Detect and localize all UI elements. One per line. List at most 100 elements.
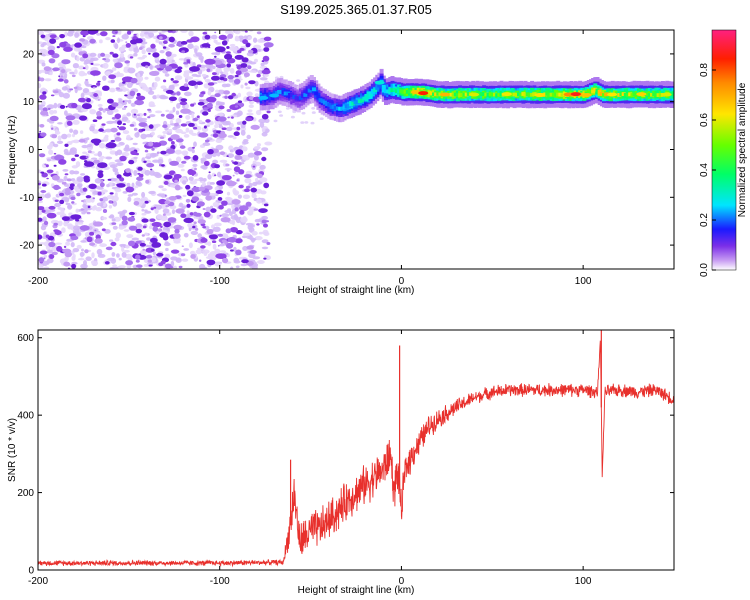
noise-cell (140, 117, 148, 121)
noise-cell (56, 211, 62, 215)
ridge-cell (366, 93, 371, 98)
noise-cell (236, 121, 242, 126)
noise-cell (187, 222, 194, 228)
noise-blob (219, 214, 222, 217)
noise-blob (207, 109, 211, 112)
noise-cell (173, 265, 177, 269)
noise-cell (257, 38, 265, 43)
noise-blob (145, 247, 154, 253)
noise-blob (162, 234, 169, 241)
noise-cell (41, 101, 46, 105)
noise-blob (86, 236, 93, 243)
noise-blob (159, 136, 165, 139)
noise-cell (219, 250, 226, 253)
noise-blob (100, 179, 104, 183)
noise-blob (108, 74, 117, 79)
ridge-cell (650, 92, 654, 97)
noise-blob (48, 205, 56, 210)
noise-cell (99, 243, 107, 248)
noise-blob (96, 115, 103, 120)
noise-cell (69, 71, 76, 75)
noise-cell (159, 50, 165, 54)
noise-cell (115, 232, 122, 239)
noise-cell (102, 75, 107, 81)
noise-cell (149, 114, 156, 118)
noise-cell (242, 155, 250, 161)
noise-cell (133, 197, 141, 203)
noise-blob (79, 38, 86, 42)
ridge-cell (490, 92, 495, 97)
noise-blob (38, 234, 43, 240)
ridge-cell (392, 87, 397, 92)
noise-cell (202, 142, 211, 146)
noise-blob (187, 169, 194, 175)
noise-cell (247, 36, 252, 40)
noise-blob (53, 164, 57, 167)
ridge-peak (269, 93, 280, 98)
noise-blob (115, 31, 118, 34)
noise-cell (77, 48, 81, 52)
noise-blob (145, 254, 153, 259)
noise-cell (146, 47, 153, 53)
noise-blob (80, 208, 85, 211)
y-tick-label: 0 (28, 566, 34, 577)
noise-blob (144, 149, 149, 153)
noise-blob (230, 227, 238, 233)
noise-blob (41, 172, 48, 178)
noise-blob (202, 208, 206, 210)
noise-blob (112, 35, 116, 37)
noise-blob (234, 74, 239, 78)
noise-blob (82, 187, 88, 192)
noise-cell (251, 231, 258, 236)
noise-cell (252, 181, 258, 187)
noise-cell (164, 73, 170, 77)
noise-blob (116, 132, 121, 136)
noise-blob (258, 208, 268, 214)
noise-blob (159, 36, 163, 40)
noise-cell (248, 104, 254, 108)
noise-blob (50, 94, 55, 97)
noise-blob (157, 228, 163, 232)
ridge-cell (301, 94, 306, 98)
noise-cell (165, 213, 171, 216)
noise-blob (224, 95, 228, 99)
colorbar-label: Normalized spectral amplitude (737, 82, 748, 217)
noise-cell (132, 142, 138, 146)
noise-cell (123, 229, 130, 232)
ridge-cell (331, 104, 336, 109)
noise-blob (256, 73, 261, 78)
noise-blob (108, 200, 113, 204)
noise-cell (261, 147, 269, 152)
noise-cell (73, 170, 80, 175)
noise-cell (182, 180, 187, 185)
noise-blob (239, 67, 248, 73)
noise-cell (101, 155, 105, 159)
ridge-cell (543, 92, 548, 97)
noise-blob (65, 105, 68, 108)
noise-blob (88, 183, 97, 189)
noise-cell (112, 58, 118, 63)
noise-cell (191, 132, 198, 136)
noise-cell (234, 35, 239, 41)
noise-blob (200, 237, 208, 243)
noise-blob (164, 263, 172, 269)
noise-blob (111, 117, 116, 120)
noise-blob (135, 228, 142, 234)
noise-cell (224, 167, 232, 171)
ridge-cell (373, 88, 378, 93)
ridge-cell (497, 92, 502, 97)
noise-blob (90, 62, 94, 65)
ridge-cell (290, 93, 295, 97)
noise-cell (190, 250, 196, 256)
noise-cell (83, 72, 88, 76)
noise-cell (69, 128, 74, 133)
noise-blob (149, 218, 156, 222)
noise-blob (173, 224, 182, 230)
noise-cell (183, 71, 190, 78)
noise-blob (214, 31, 217, 34)
noise-blob (41, 183, 47, 187)
noise-cell (122, 87, 127, 93)
x-tick-label: -100 (210, 576, 230, 587)
noise-blob (92, 197, 96, 200)
noise-cell (75, 161, 81, 168)
